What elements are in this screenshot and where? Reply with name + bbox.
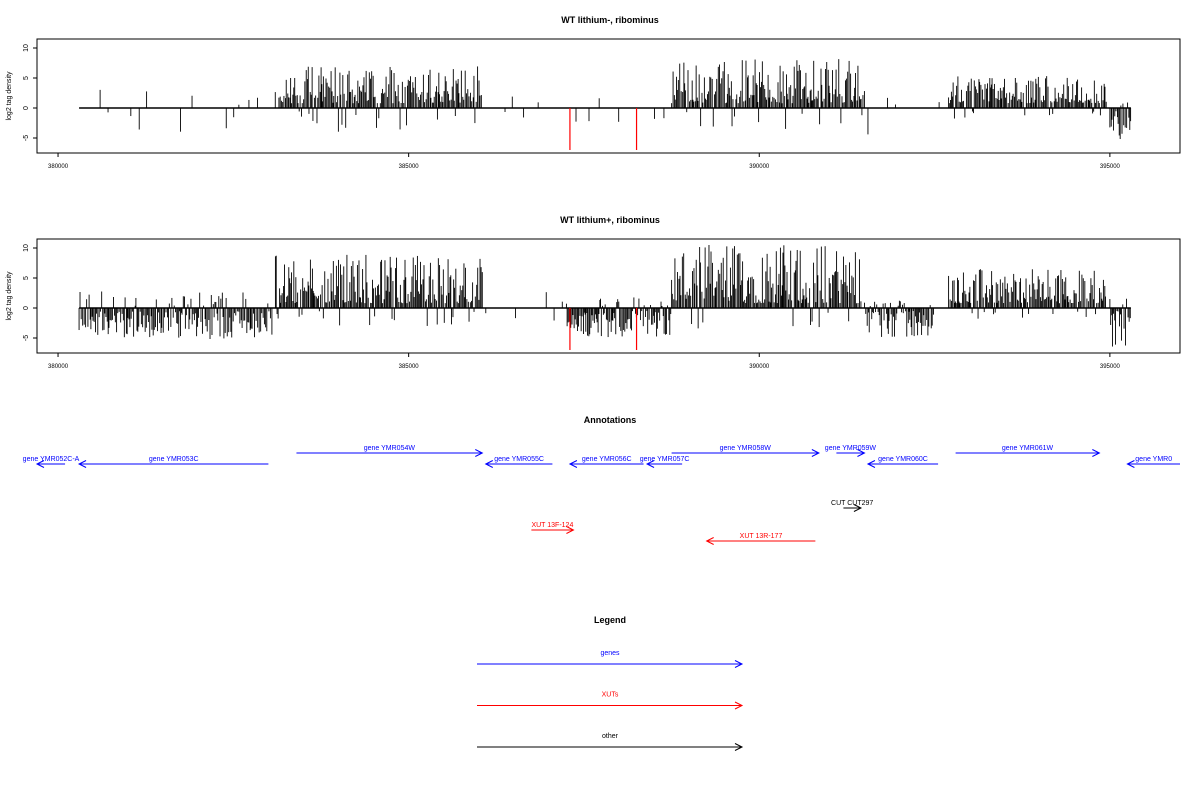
- feature-label: gene YMR056C: [582, 456, 632, 463]
- legend-arrow: [477, 743, 744, 751]
- x-tick-label: 395000: [1100, 364, 1121, 370]
- feature-arrow: [955, 449, 1101, 457]
- feature-label: gene YMR061W: [1002, 445, 1054, 452]
- feature-arrow: [843, 504, 863, 512]
- axes: 380000 385000 390000 395000 -5 0 5 10: [23, 244, 1121, 370]
- x-tick-label: 395000: [1100, 164, 1121, 170]
- feature-arrow: [35, 460, 66, 468]
- data-bars: [78, 245, 1131, 350]
- x-tick-label: 390000: [749, 164, 770, 170]
- feature-arrow: [531, 526, 575, 534]
- feature-arrow: [568, 460, 644, 468]
- feature-arrow: [705, 537, 816, 545]
- legend-items: genes XUTs other: [477, 650, 744, 751]
- legend-arrow: [477, 660, 744, 668]
- feature-label: XUT 13R-177: [740, 533, 783, 540]
- feature-arrow: [77, 460, 269, 468]
- feature-label: gene YMR0: [1135, 456, 1172, 463]
- feature-label: gene YMR060C: [878, 456, 928, 463]
- panel-lithium-minus: WT lithium-, ribominus log2 tag density …: [6, 15, 1181, 170]
- feature-arrow: [866, 460, 939, 468]
- legend-label: genes: [600, 650, 620, 657]
- x-tick-label: 385000: [399, 364, 420, 370]
- panel-title: WT lithium+, ribominus: [560, 215, 660, 225]
- x-tick-label: 390000: [749, 364, 770, 370]
- x-tick-label: 380000: [48, 164, 69, 170]
- feature-label: CUT CUT297: [831, 500, 873, 507]
- y-tick-label: 0: [23, 306, 30, 310]
- feature-arrow: [296, 449, 484, 457]
- legend-arrow: [477, 701, 744, 710]
- legend-title: Legend: [594, 615, 626, 625]
- y-tick-label: 0: [23, 106, 30, 110]
- y-axis-label: log2 tag density: [6, 271, 13, 321]
- y-tick-label: 10: [23, 244, 30, 252]
- feature-arrow: [671, 449, 820, 457]
- x-tick-label: 385000: [399, 164, 420, 170]
- feature-label: XUT 13F-124: [531, 522, 573, 529]
- plot-frame: [36, 238, 1181, 354]
- feature-label: gene YMR059W: [825, 445, 877, 452]
- feature-arrow: [645, 460, 683, 468]
- y-tick-label: 5: [23, 76, 30, 80]
- feature-arrows: gene YMR052C-A gene YMR053C gene YMR054W ge…: [23, 445, 1180, 545]
- panel-title: WT lithium-, ribominus: [561, 15, 659, 25]
- y-axis-label: log2 tag density: [6, 71, 13, 121]
- legend-label: XUTs: [602, 692, 619, 699]
- annotations-title: Annotations: [584, 415, 637, 425]
- axes: 380000 385000 390000 395000 -5 0 5 10: [23, 44, 1121, 170]
- data-bars: [79, 59, 1132, 150]
- x-tick-label: 380000: [48, 364, 69, 370]
- feature-label: gene YMR052C-A: [23, 456, 80, 463]
- y-tick-label: -5: [23, 135, 30, 141]
- feature-label: gene YMR057C: [640, 456, 690, 463]
- panel-lithium-plus: WT lithium+, ribominus log2 tag density …: [6, 215, 1181, 370]
- y-tick-label: 10: [23, 44, 30, 52]
- feature-label: gene YMR054W: [364, 445, 416, 452]
- y-tick-label: -5: [23, 335, 30, 341]
- legend-label: other: [602, 733, 619, 740]
- feature-label: gene YMR058W: [720, 445, 772, 452]
- feature-arrow: [1126, 460, 1180, 468]
- y-tick-label: 5: [23, 276, 30, 280]
- feature-label: gene YMR053C: [149, 456, 199, 463]
- annotations-track: Annotations gene YMR052C-A gene YMR053Cge…: [23, 415, 1180, 545]
- feature-arrow: [836, 449, 866, 457]
- legend: Legend genes XUTs other: [477, 615, 744, 751]
- plot-frame: [36, 38, 1181, 154]
- feature-label: gene YMR055C: [494, 456, 544, 463]
- feature-arrow: [484, 460, 553, 468]
